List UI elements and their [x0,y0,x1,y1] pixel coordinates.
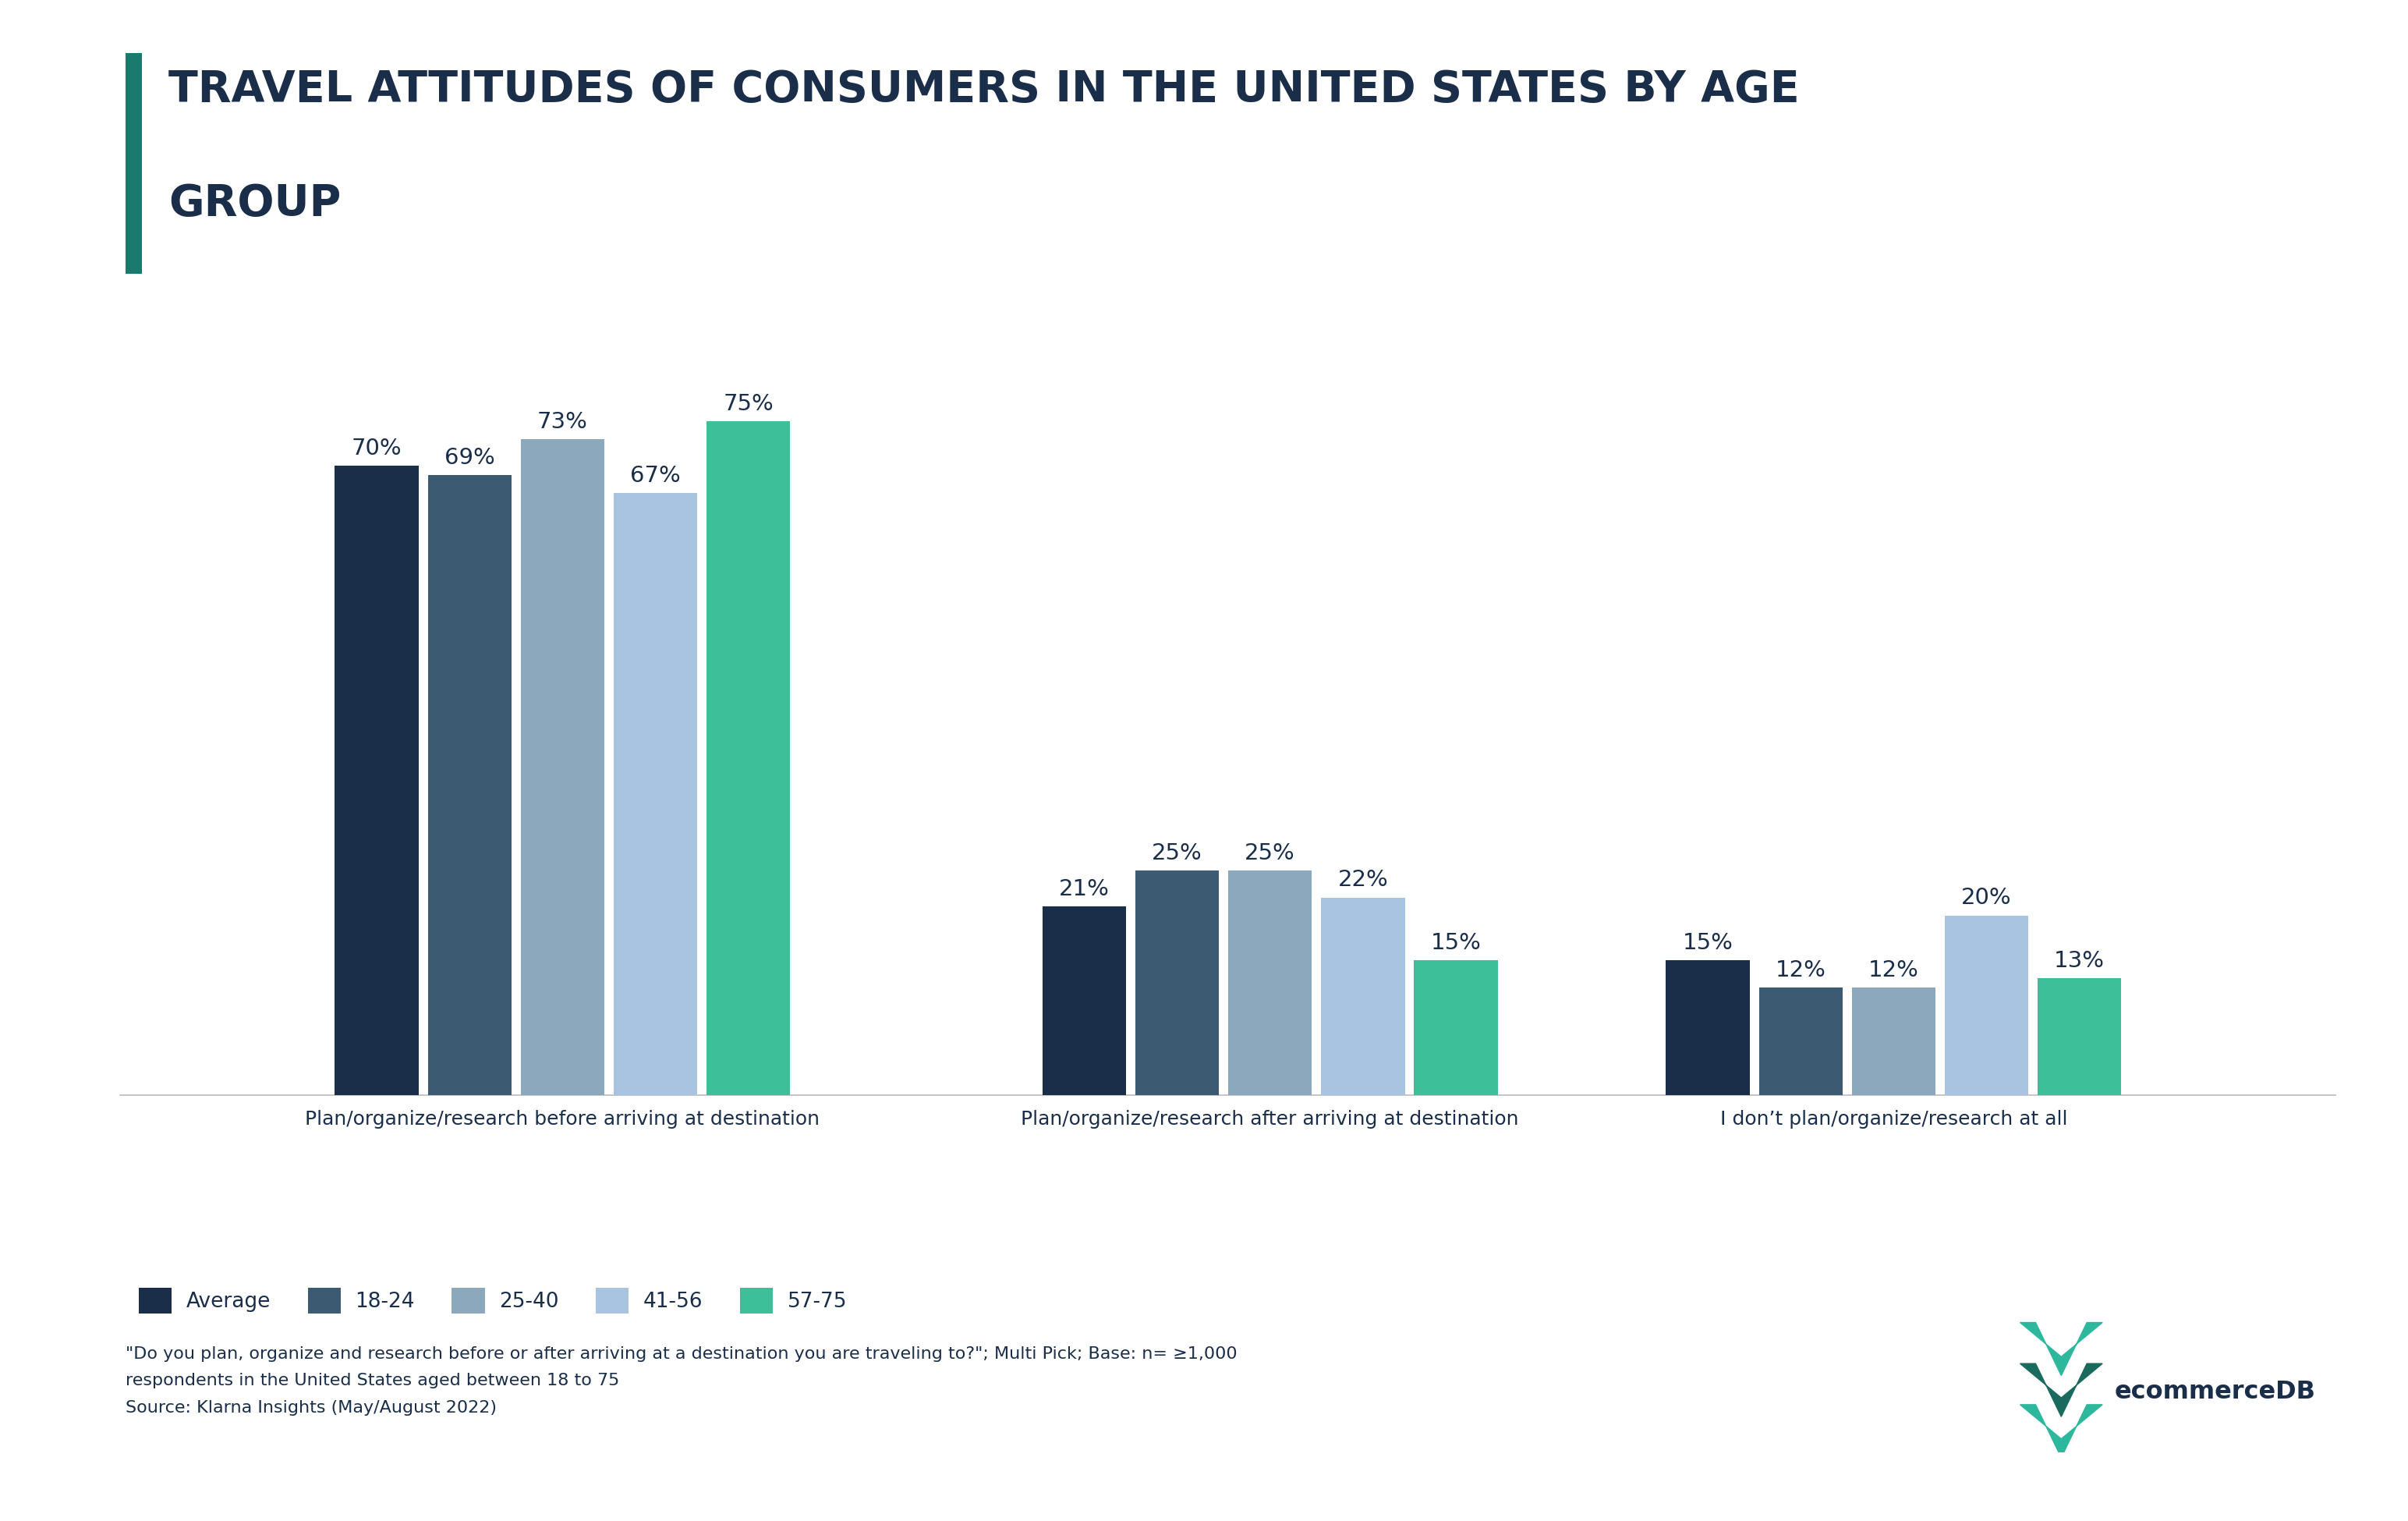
Bar [1413,960,1498,1095]
Text: 73%: 73% [537,411,588,432]
Text: ecommerceDB: ecommerceDB [2114,1380,2316,1404]
Text: 12%: 12% [1775,960,1825,981]
Legend: Average, 18-24, 25-40, 41-56, 57-75: Average, 18-24, 25-40, 41-56, 57-75 [130,1279,855,1322]
Bar [520,440,604,1095]
Text: 13%: 13% [2054,951,2105,972]
Text: 12%: 12% [1869,960,1919,981]
Bar [429,475,510,1095]
Text: GROUP: GROUP [169,183,342,225]
Polygon shape [2020,1363,2102,1416]
Text: 15%: 15% [1430,932,1481,954]
Text: 25%: 25% [1245,843,1296,864]
Bar [614,493,698,1095]
Text: 70%: 70% [352,438,402,459]
Text: 67%: 67% [631,465,681,487]
Text: 75%: 75% [722,392,773,415]
Bar [1043,907,1127,1095]
Text: TRAVEL ATTITUDES OF CONSUMERS IN THE UNITED STATES BY AGE: TRAVEL ATTITUDES OF CONSUMERS IN THE UNI… [169,68,1799,111]
Text: 69%: 69% [445,447,496,468]
Bar [1228,870,1312,1095]
Text: 20%: 20% [1963,887,2011,910]
Bar [1852,987,1936,1095]
Bar [1666,960,1751,1095]
Text: 22%: 22% [1339,870,1389,891]
Text: 21%: 21% [1060,878,1110,900]
Bar [1322,897,1404,1095]
Bar [1134,870,1218,1095]
Bar [1946,916,2028,1095]
Text: 25%: 25% [1151,843,1202,864]
Bar [1758,987,1842,1095]
Polygon shape [2020,1405,2102,1457]
Bar [706,421,790,1095]
Bar [335,465,419,1095]
Polygon shape [2020,1322,2102,1375]
Text: 15%: 15% [1683,932,1734,954]
Text: "Do you plan, organize and research before or after arriving at a destination yo: "Do you plan, organize and research befo… [125,1346,1238,1416]
Bar [2037,978,2121,1095]
